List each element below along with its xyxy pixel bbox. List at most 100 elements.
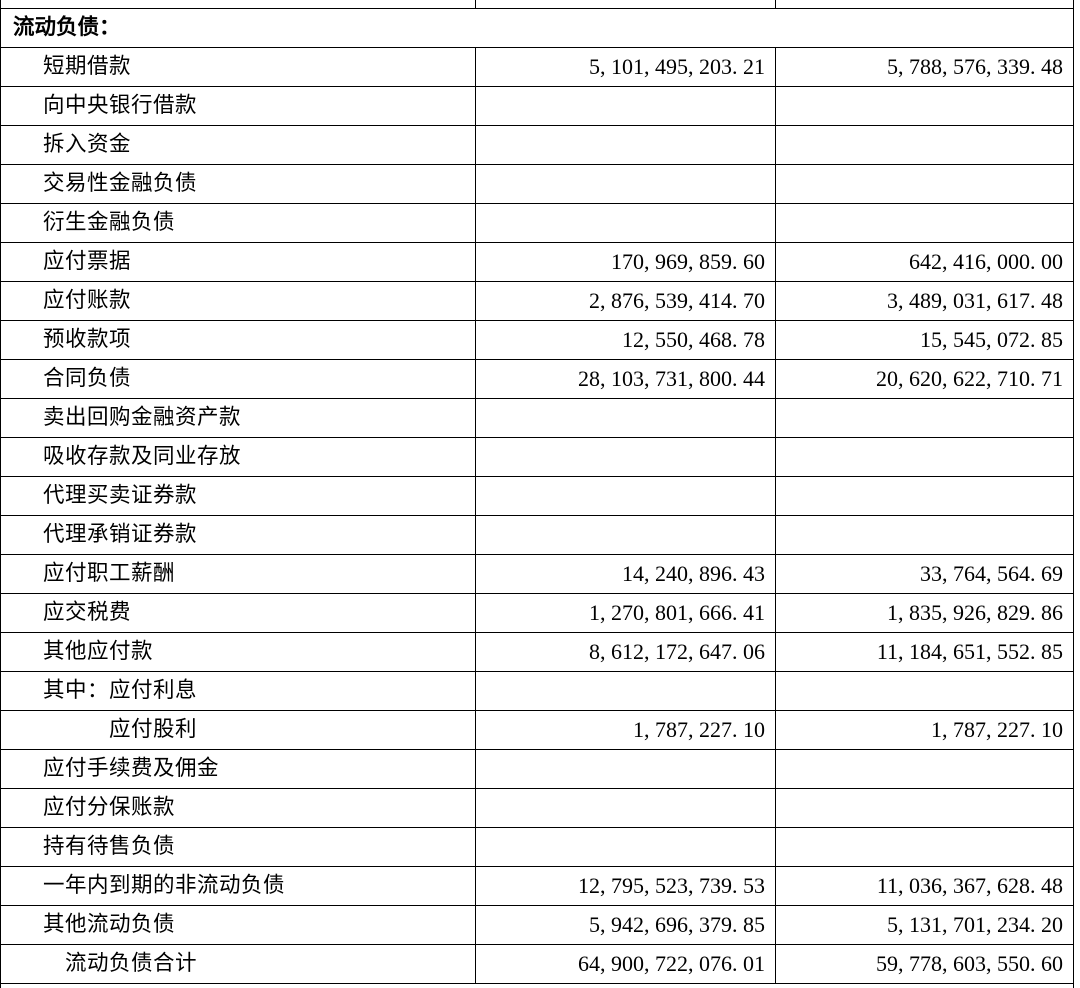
- line-item-label-cell: [0, 0, 476, 9]
- table-row: 预收款项 12, 550, 468. 78 15, 545, 072. 85: [0, 320, 1074, 360]
- table-row: 其他流动负债 5, 942, 696, 379. 85 5, 131, 701, 2…: [0, 905, 1074, 945]
- prior-period-value-cell: 1, 835, 926, 829. 86: [775, 593, 1074, 633]
- prior-period-value-cell: [775, 827, 1074, 867]
- current-period-value-cell: 170, 969, 859. 60: [475, 242, 776, 282]
- prior-period-value-cell: 1, 787, 227. 10: [775, 710, 1074, 750]
- line-item-label-cell: 其他应付款: [0, 632, 476, 672]
- line-item-label-cell: 代理承销证券款: [0, 515, 476, 555]
- line-item-label-cell: 向中央银行借款: [0, 86, 476, 126]
- line-item-label-cell: 衍生金融负债: [0, 203, 476, 243]
- current-period-value-cell: [475, 203, 776, 243]
- prior-period-value-cell: [775, 749, 1074, 789]
- table-row: 代理承销证券款: [0, 515, 1074, 555]
- line-item-label-cell: 应付股利: [0, 710, 476, 750]
- table-row: [0, 0, 1074, 9]
- line-item-label-cell: 卖出回购金融资产款: [0, 398, 476, 438]
- current-period-value-cell: 1, 270, 801, 666. 41: [475, 593, 776, 633]
- line-item-label-cell: 预收款项: [0, 320, 476, 360]
- line-item-label-cell: 应付分保账款: [0, 788, 476, 828]
- line-item-label-cell: 吸收存款及同业存放: [0, 437, 476, 477]
- table-row: 流动负债合计 64, 900, 722, 076. 01 59, 778, 603,…: [0, 944, 1074, 984]
- line-item-label-cell: 一年内到期的非流动负债: [0, 866, 476, 906]
- current-period-value-cell: [475, 125, 776, 165]
- line-item-label-cell: 应付手续费及佣金: [0, 749, 476, 789]
- section-header-cell: 非流动负债：: [0, 983, 1074, 988]
- current-period-value-cell: [475, 437, 776, 477]
- prior-period-value-cell: [775, 398, 1074, 438]
- table-row: 拆入资金: [0, 125, 1074, 165]
- current-period-value-cell: 2, 876, 539, 414. 70: [475, 281, 776, 321]
- line-item-label-cell: 流动负债合计: [0, 944, 476, 984]
- current-period-value-cell: [475, 398, 776, 438]
- prior-period-value-cell: 5, 788, 576, 339. 48: [775, 47, 1074, 87]
- line-item-label-cell: 短期借款: [0, 47, 476, 87]
- current-period-value-cell: 8, 612, 172, 647. 06: [475, 632, 776, 672]
- current-period-value-cell: [475, 86, 776, 126]
- line-item-label-cell: 应付票据: [0, 242, 476, 282]
- prior-period-value-cell: [775, 671, 1074, 711]
- prior-period-value-cell: 11, 184, 651, 552. 85: [775, 632, 1074, 672]
- prior-period-value-cell: 642, 416, 000. 00: [775, 242, 1074, 282]
- current-period-value-cell: [475, 749, 776, 789]
- prior-period-value-cell: [775, 788, 1074, 828]
- current-period-value-cell: 14, 240, 896. 43: [475, 554, 776, 594]
- current-period-value-cell: 12, 550, 468. 78: [475, 320, 776, 360]
- prior-period-value-cell: [775, 203, 1074, 243]
- prior-period-value-cell: 3, 489, 031, 617. 48: [775, 281, 1074, 321]
- current-period-value-cell: [475, 788, 776, 828]
- current-period-value-cell: 5, 942, 696, 379. 85: [475, 905, 776, 945]
- prior-period-value-cell: [775, 0, 1074, 9]
- table-row: 持有待售负债: [0, 827, 1074, 867]
- current-period-value-cell: [475, 515, 776, 555]
- line-item-label-cell: 其他流动负债: [0, 905, 476, 945]
- line-item-label-cell: 持有待售负债: [0, 827, 476, 867]
- prior-period-value-cell: 15, 545, 072. 85: [775, 320, 1074, 360]
- table-row: 应交税费 1, 270, 801, 666. 41 1, 835, 926, 829…: [0, 593, 1074, 633]
- table-row: 非流动负债：: [0, 983, 1074, 988]
- current-period-value-cell: 12, 795, 523, 739. 53: [475, 866, 776, 906]
- table-row: 向中央银行借款: [0, 86, 1074, 126]
- table-row: 应付账款 2, 876, 539, 414. 70 3, 489, 031, 617…: [0, 281, 1074, 321]
- current-period-value-cell: 5, 101, 495, 203. 21: [475, 47, 776, 87]
- line-item-label-cell: 应付职工薪酬: [0, 554, 476, 594]
- table-row: 应付职工薪酬 14, 240, 896. 43 33, 764, 564. 69: [0, 554, 1074, 594]
- prior-period-value-cell: 20, 620, 622, 710. 71: [775, 359, 1074, 399]
- table-row: 应付分保账款: [0, 788, 1074, 828]
- line-item-label-cell: 拆入资金: [0, 125, 476, 165]
- current-period-value-cell: [475, 0, 776, 9]
- table-row: 其中：应付利息: [0, 671, 1074, 711]
- line-item-label-cell: 合同负债: [0, 359, 476, 399]
- table-row: 衍生金融负债: [0, 203, 1074, 243]
- table-row: 应付手续费及佣金: [0, 749, 1074, 789]
- line-item-label-cell: 应付账款: [0, 281, 476, 321]
- prior-period-value-cell: 11, 036, 367, 628. 48: [775, 866, 1074, 906]
- table-row: 短期借款 5, 101, 495, 203. 21 5, 788, 576, 339…: [0, 47, 1074, 87]
- prior-period-value-cell: [775, 86, 1074, 126]
- table-row: 代理买卖证券款: [0, 476, 1074, 516]
- current-period-value-cell: [475, 164, 776, 204]
- prior-period-value-cell: [775, 476, 1074, 516]
- prior-period-value-cell: [775, 164, 1074, 204]
- line-item-label-cell: 交易性金融负债: [0, 164, 476, 204]
- table-row: 合同负债 28, 103, 731, 800. 44 20, 620, 622, 7…: [0, 359, 1074, 399]
- table-row: 卖出回购金融资产款: [0, 398, 1074, 438]
- line-item-label-cell: 代理买卖证券款: [0, 476, 476, 516]
- line-item-label-cell: 应交税费: [0, 593, 476, 633]
- prior-period-value-cell: 5, 131, 701, 234. 20: [775, 905, 1074, 945]
- prior-period-value-cell: 33, 764, 564. 69: [775, 554, 1074, 594]
- current-period-value-cell: [475, 827, 776, 867]
- current-period-value-cell: 28, 103, 731, 800. 44: [475, 359, 776, 399]
- table-row: 应付股利 1, 787, 227. 10 1, 787, 227. 10: [0, 710, 1074, 750]
- table-row: 交易性金融负债: [0, 164, 1074, 204]
- current-period-value-cell: [475, 476, 776, 516]
- table-row: 吸收存款及同业存放: [0, 437, 1074, 477]
- table-row: 应付票据 170, 969, 859. 60 642, 416, 000. 00: [0, 242, 1074, 282]
- prior-period-value-cell: [775, 125, 1074, 165]
- table-row: 其他应付款 8, 612, 172, 647. 06 11, 184, 651, 5…: [0, 632, 1074, 672]
- prior-period-value-cell: [775, 437, 1074, 477]
- prior-period-value-cell: 59, 778, 603, 550. 60: [775, 944, 1074, 984]
- line-item-label-cell: 其中：应付利息: [0, 671, 476, 711]
